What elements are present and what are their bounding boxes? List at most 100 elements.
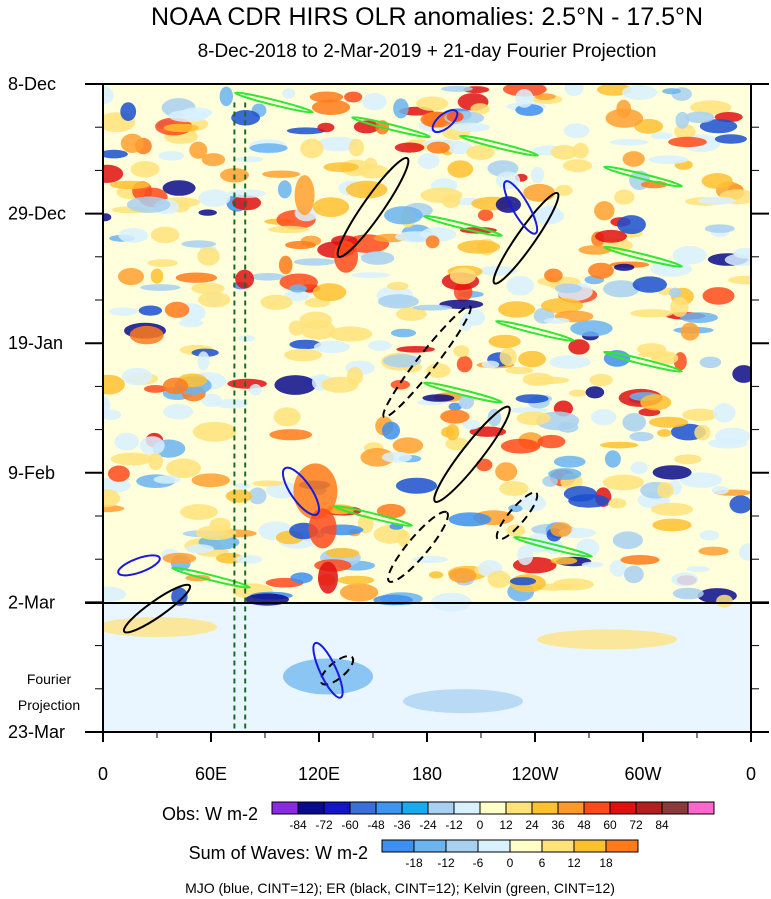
- colorbar-swatch: [531, 801, 559, 815]
- anomaly-patch: [109, 180, 150, 190]
- anomaly-patch: [548, 468, 582, 480]
- anomaly-patch: [313, 340, 350, 354]
- anomaly-patch: [360, 251, 395, 265]
- anomaly-patch: [675, 111, 690, 129]
- mjo-contour: [503, 180, 539, 235]
- anomaly-patch: [733, 248, 751, 259]
- er-contour: [495, 491, 539, 541]
- anomaly-patch: [139, 436, 165, 455]
- anomaly-patch: [594, 201, 615, 221]
- anomaly-patch: [383, 354, 422, 368]
- anomaly-patch: [456, 356, 473, 373]
- anomaly-patch: [462, 419, 481, 430]
- anomaly-patch: [317, 136, 359, 152]
- anomaly-patch: [481, 360, 500, 369]
- x-axis: 0 60E 120E 180 120W 60W 0: [98, 732, 756, 784]
- chart-subtitle: 8-Dec-2018 to 2-Mar-2019 + 21-day Fourie…: [198, 41, 657, 62]
- anomaly-patch: [544, 268, 563, 283]
- anomaly-patch: [197, 351, 210, 371]
- anomaly-patch: [469, 426, 507, 437]
- kelvin-contour: [513, 535, 593, 558]
- anomaly-patch: [448, 402, 462, 411]
- colorbar-swatch: [401, 801, 429, 815]
- anomaly-patch: [150, 268, 164, 284]
- anomaly-patch: [530, 166, 545, 184]
- anomaly-patch: [613, 263, 635, 271]
- anomaly-patch: [498, 301, 536, 318]
- anomaly-patch: [140, 284, 181, 291]
- anomaly-patch: [608, 498, 627, 509]
- anomaly-patch: [278, 255, 293, 275]
- anomaly-patch: [589, 373, 613, 387]
- projection-label-line1: Fourier: [27, 671, 72, 687]
- anomaly-patch: [441, 427, 455, 438]
- colorbar-swatch: [477, 839, 511, 853]
- anomaly-patch: [701, 173, 733, 189]
- anomaly-patch: [602, 474, 645, 491]
- colorbar-swatch: [453, 801, 481, 815]
- anomaly-patch: [590, 409, 617, 426]
- anomaly-patch: [727, 275, 751, 285]
- anomaly-patch: [426, 141, 450, 154]
- anomaly-patch: [672, 246, 707, 265]
- anomaly-patch: [364, 157, 378, 170]
- colorbar-tick-label: 12: [499, 818, 513, 832]
- anomaly-patch: [103, 489, 121, 508]
- anomaly-patch: [550, 145, 578, 160]
- anomaly-patch: [648, 416, 689, 428]
- anomaly-patch: [376, 503, 406, 519]
- anomaly-patch: [274, 375, 317, 395]
- anomaly-patch: [198, 291, 231, 308]
- anomaly-patch: [624, 565, 644, 584]
- anomaly-patch: [515, 394, 549, 404]
- anomaly-patch: [680, 312, 718, 323]
- anomaly-patch: [299, 311, 333, 330]
- anomaly-patch: [739, 543, 751, 561]
- anomaly-patch: [308, 508, 337, 549]
- anomaly-patch: [360, 448, 395, 467]
- kelvin-contour: [603, 165, 683, 188]
- anomaly-patch: [396, 307, 427, 321]
- projection-label-line2: Projection: [18, 697, 80, 713]
- anomaly-patch: [103, 213, 112, 222]
- anomaly-patch: [198, 189, 231, 207]
- reference-lines: [233, 102, 247, 732]
- anomaly-patch: [540, 298, 584, 314]
- anomaly-patch: [657, 482, 674, 499]
- colorbar-tick-label: 60: [603, 818, 617, 832]
- anomaly-patch: [714, 134, 747, 144]
- anomaly-patch: [572, 142, 589, 159]
- anomaly-patch: [235, 156, 263, 163]
- colorbar-swatch: [509, 839, 543, 853]
- anomaly-patch: [309, 91, 344, 103]
- anomaly-patch: [445, 437, 469, 451]
- anomaly-patch: [279, 273, 318, 291]
- anomaly-patch: [542, 475, 558, 487]
- anomaly-patch: [729, 495, 751, 514]
- anomaly-patch: [671, 572, 699, 587]
- anomaly-patch: [550, 522, 572, 537]
- colorbar-tick-label: 72: [629, 818, 643, 832]
- colorbar-tick-label: 36: [551, 818, 565, 832]
- anomaly-patch: [686, 566, 710, 573]
- anomaly-patch: [581, 561, 604, 568]
- anomaly-patch: [121, 367, 153, 386]
- anomaly-patch: [674, 454, 702, 465]
- anomaly-patch: [539, 205, 561, 224]
- anomaly-patch: [680, 322, 700, 341]
- anomaly-patch: [144, 385, 167, 393]
- anomaly-patch: [362, 93, 387, 111]
- anomaly-patch: [634, 118, 664, 134]
- anomaly-patch: [114, 432, 140, 451]
- anomaly-patch: [562, 159, 593, 173]
- kelvin-contour: [423, 214, 503, 237]
- anomaly-patch: [227, 189, 266, 198]
- anomaly-patch: [103, 478, 131, 494]
- anomaly-patch: [416, 96, 449, 111]
- anomaly-patch: [126, 196, 171, 213]
- anomaly-patch: [150, 226, 180, 244]
- mjo-contour: [312, 641, 344, 699]
- anomaly-patch: [215, 398, 249, 409]
- anomaly-patch: [422, 394, 455, 402]
- anomaly-patch: [153, 475, 181, 484]
